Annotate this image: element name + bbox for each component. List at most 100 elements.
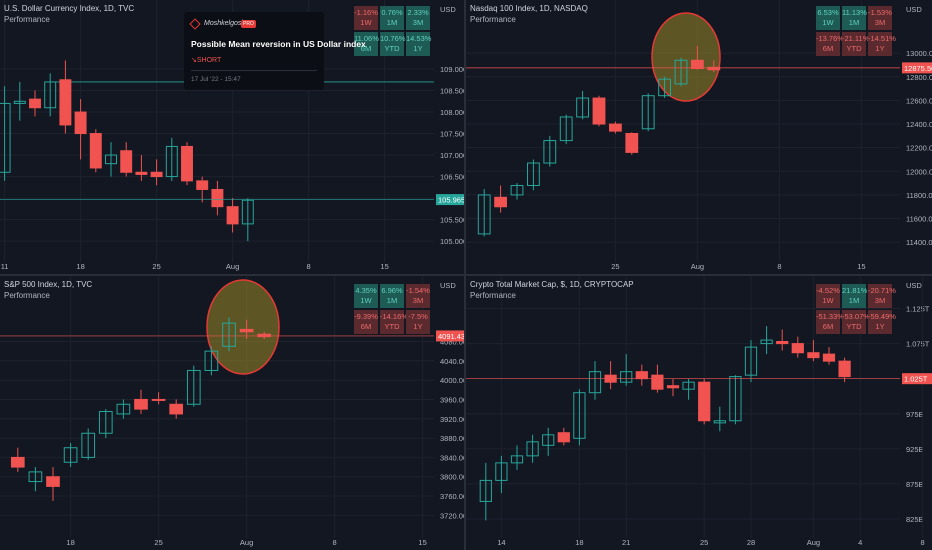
y-tick-label: 107.000 (440, 151, 464, 160)
candle-body (44, 81, 57, 109)
candle-body (226, 206, 239, 225)
perf-cell-3m: -20.71% 3M (868, 284, 896, 308)
perf-cell-ytd: 10.76% YTD (380, 32, 405, 56)
performance-grid: 4.35% 1W 6.96% 1M -1.54% 3M -9.39% 6M -14.16% YTD… (354, 284, 430, 334)
highlight-circle (651, 12, 721, 102)
x-tick-label: 25 (611, 262, 619, 271)
perf-cell-1y: -14.51% 1Y (868, 32, 896, 56)
candle-body (641, 95, 655, 130)
highlight-circle (206, 279, 280, 375)
chart-pane-dxy[interactable]: 109.000 108.500 108.000 107.500 107.000 106.5… (0, 0, 464, 274)
perf-cell-6m: -13.76% 6M (816, 32, 844, 56)
candle-body (744, 346, 758, 376)
x-tick-label: 25 (154, 538, 162, 547)
perf-value: -20.71% (868, 286, 896, 295)
x-tick-label: 21 (622, 538, 630, 547)
perf-cell-1m: 11.13% 1M (842, 6, 867, 30)
idea-direction: ↘SHORT (191, 57, 222, 64)
perf-period: 3M (874, 296, 886, 305)
perf-cell-1w: -4.52% 1W (816, 284, 840, 308)
x-tick-label: 15 (418, 538, 426, 547)
y-tick-label: 12800.00 (906, 73, 932, 82)
perf-value: 14.53% (406, 34, 432, 43)
perf-cell-1m: 21.81% 1M (842, 284, 867, 308)
y-tick-label: 825B (906, 515, 924, 524)
perf-period: YTD (384, 322, 400, 331)
y-tick-label: 1.125T (906, 305, 930, 314)
perf-period: 1Y (875, 44, 885, 53)
y-tick-label: 12600.00 (906, 96, 932, 105)
unit-label: USD (906, 5, 922, 14)
candle-body (526, 162, 540, 186)
candle-body (196, 180, 209, 190)
candle-body (729, 376, 742, 422)
candle-body (46, 476, 60, 487)
x-tick-label: 8 (777, 262, 781, 271)
ndx-chart-svg: 13000.00 12800.00 12600.00 12400.00 12200.00… (466, 0, 932, 271)
chart-pane-spx[interactable]: 4080.00 4040.00 4000.00 3960.00 3920.00 3880.… (0, 276, 464, 550)
x-tick-label: 25 (152, 262, 160, 271)
last-price-label: 1.025T (904, 375, 928, 384)
candle-body (13, 100, 26, 104)
candle-body (510, 184, 524, 196)
y-tick-label: 108.500 (440, 87, 464, 96)
perf-cell-ytd: -21.11% YTD (842, 32, 869, 56)
perf-period: 1Y (413, 322, 423, 331)
perf-period: 1W (360, 18, 372, 27)
last-price-label-bg (902, 373, 932, 385)
performance-grid: -1.16% 1W 0.76% 1M 2.33% 3M 11.06% 6M 10.76% YTD 1… (354, 6, 432, 56)
x-tick-label: 28 (747, 538, 755, 547)
x-tick-label: 8 (307, 262, 311, 271)
candle-body (822, 353, 836, 362)
perf-value: -14.16% (380, 312, 408, 321)
x-tick-label: Aug (226, 262, 239, 271)
perf-period: 6M (822, 44, 834, 53)
y-tick-label: 4040.00 (440, 357, 464, 366)
candle-body (494, 196, 508, 208)
spx-chart-svg: 4080.00 4040.00 4000.00 3960.00 3920.00 3880.… (0, 276, 464, 547)
perf-cell-1y: 14.53% 1Y (406, 32, 432, 56)
y-tick-label: 105.500 (440, 216, 464, 225)
y-tick-label: 875B (906, 480, 924, 489)
perf-cell-6m: -9.39% 6M (354, 310, 378, 334)
chart-pane-ndx[interactable]: 13000.00 12800.00 12600.00 12400.00 12200.00… (466, 0, 932, 274)
candle-body (169, 403, 184, 415)
y-tick-label: 3800.00 (440, 473, 464, 482)
candle-body (165, 145, 178, 178)
candle-body (620, 371, 633, 383)
perf-cell-ytd: -14.16% YTD (380, 310, 408, 334)
candle-body (559, 116, 573, 142)
idea-title[interactable]: Possible Mean reversion in US Dollar ind… (191, 39, 366, 49)
candle-body (576, 97, 590, 118)
y-tick-label: 3880.00 (440, 434, 464, 443)
candle-body (543, 140, 557, 164)
candle-body (807, 352, 820, 359)
candle-body (510, 455, 524, 464)
candle-body (791, 343, 804, 354)
perf-period: 1Y (413, 44, 423, 53)
candle-body (690, 59, 704, 70)
x-tick-label: Aug (807, 538, 820, 547)
perf-period: 3M (874, 18, 886, 27)
trade-idea-card[interactable]: Moshkelgosha PRO Possible Mean reversion… (184, 12, 366, 90)
candle-body (651, 374, 664, 390)
perf-value: -59.49% (868, 312, 896, 321)
x-tick-label: 11 (1, 262, 9, 271)
perf-value: 6.53% (817, 8, 839, 17)
x-tick-label: 14 (497, 538, 505, 547)
candle-body (63, 447, 78, 463)
candle-body (204, 350, 219, 371)
candle-body (608, 123, 622, 132)
perf-value: 11.06% (354, 34, 379, 43)
chart-pane-crypto[interactable]: 1.125T 1.075T 1.025T 975B 925B 875B 825B 14 18 21… (466, 276, 932, 550)
y-tick-label: 12000.00 (906, 167, 932, 176)
author-logo-icon (189, 18, 201, 30)
perf-period: 1W (822, 296, 834, 305)
candle-body (658, 78, 672, 97)
idea-divider (191, 70, 317, 71)
candle-body (698, 381, 711, 422)
candle-body (707, 66, 721, 71)
candle-body (526, 441, 539, 457)
horizontal-divider[interactable] (0, 274, 932, 276)
perf-cell-3m: -1.54% 3M (406, 284, 430, 308)
